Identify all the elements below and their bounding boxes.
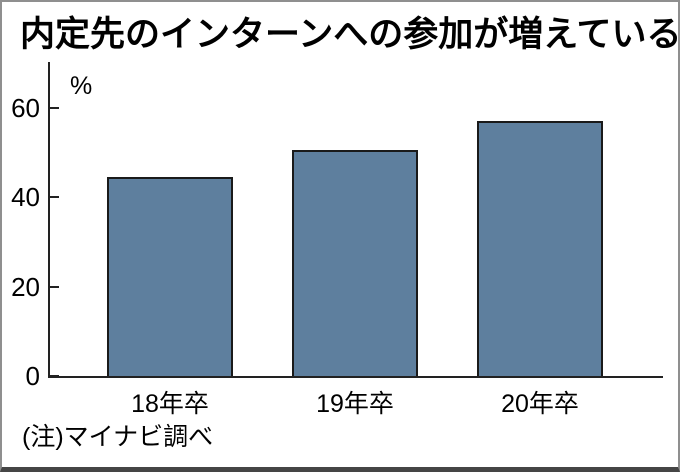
x-axis-label: 20年卒 [501, 390, 579, 418]
y-tick-mark [50, 196, 59, 199]
plot-area: % 18年卒 19年卒 20年卒 0 20 40 60 [11, 62, 663, 418]
bar-20年卒 [477, 121, 603, 376]
y-tick-mark [50, 285, 59, 288]
y-tick-label: 20 [11, 271, 40, 302]
bar-column: 18年卒 [107, 62, 233, 418]
x-axis-label: 18年卒 [131, 390, 209, 418]
y-tick-label: 40 [11, 182, 40, 213]
bar-column: 19年卒 [292, 62, 418, 418]
y-tick-mark [50, 375, 59, 377]
bar-18年卒 [107, 177, 233, 376]
bar-19年卒 [292, 150, 418, 376]
x-axis-label: 19年卒 [316, 390, 394, 418]
chart-title: 内定先のインターンへの参加が増えている [20, 15, 680, 54]
bar-column: 20年卒 [477, 62, 603, 418]
y-axis-unit-label: % [70, 72, 93, 100]
y-tick-label: 0 [25, 361, 40, 391]
source-note: (注)マイナビ調べ [22, 423, 214, 451]
y-tick-label: 60 [11, 93, 40, 124]
y-tick-mark [50, 107, 59, 110]
bars-container: 18年卒 19年卒 20年卒 [50, 62, 663, 418]
